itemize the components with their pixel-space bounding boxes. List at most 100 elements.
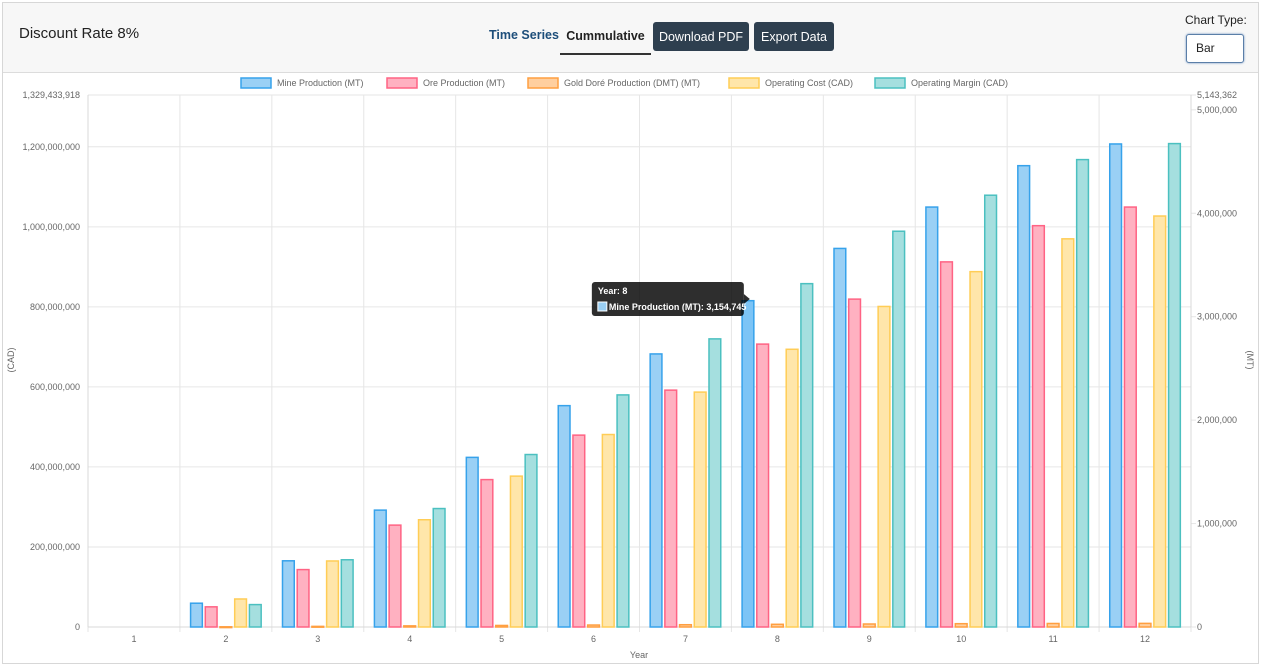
legend-swatch[interactable]: [240, 77, 272, 89]
tooltip-swatch: [597, 301, 608, 312]
legend-swatch[interactable]: [728, 77, 760, 89]
bar[interactable]: [770, 623, 785, 628]
y-left-tick-label: 1,200,000,000: [22, 142, 80, 152]
tab-cummulative[interactable]: Cummulative: [560, 23, 651, 55]
bar[interactable]: [616, 394, 630, 628]
bar[interactable]: [1153, 215, 1167, 628]
bar[interactable]: [741, 299, 755, 628]
y-right-tick-label: 0: [1197, 622, 1202, 632]
y-right-tick-label: 3,000,000: [1197, 312, 1237, 322]
bar[interactable]: [524, 453, 538, 628]
tick-labels: 0 200,000,000 400,000,000 600,000,000 800,00…: [22, 90, 1237, 644]
bar[interactable]: [403, 625, 417, 628]
legend-label[interactable]: Operating Cost (CAD): [765, 78, 853, 88]
bar[interactable]: [586, 624, 601, 628]
export-data-button[interactable]: Export Data: [754, 22, 834, 51]
bar[interactable]: [862, 623, 876, 628]
bar[interactable]: [833, 247, 847, 628]
bar[interactable]: [892, 230, 906, 628]
y-right-tick-label: 4,000,000: [1197, 208, 1237, 218]
bar[interactable]: [340, 559, 354, 628]
chart-type-select[interactable]: Bar: [1186, 34, 1244, 63]
bar[interactable]: [311, 625, 325, 628]
bar[interactable]: [1031, 224, 1046, 628]
bar[interactable]: [189, 602, 204, 628]
y-left-tick-label: 200,000,000: [30, 542, 80, 552]
bar[interactable]: [1123, 206, 1137, 628]
bar[interactable]: [557, 404, 571, 628]
tooltip-title: Year: 8: [598, 286, 628, 296]
x-tick-label: 7: [683, 634, 688, 644]
tooltip-caret: [743, 294, 750, 304]
y-right-tick-label: 5,143,362: [1197, 90, 1237, 100]
y-left-tick-label: 400,000,000: [30, 462, 80, 472]
legend-label[interactable]: Mine Production (MT): [277, 78, 364, 88]
bar[interactable]: [465, 456, 479, 628]
legend-label[interactable]: Ore Production (MT): [423, 78, 505, 88]
chart-type-label: Chart Type:: [1185, 13, 1247, 27]
bar[interactable]: [494, 624, 509, 628]
x-tick-label: 10: [956, 634, 966, 644]
bar[interactable]: [649, 353, 663, 628]
bar[interactable]: [325, 560, 340, 628]
bar[interactable]: [983, 194, 998, 628]
bar[interactable]: [954, 622, 968, 628]
x-tick-label: 2: [223, 634, 228, 644]
bar[interactable]: [1075, 158, 1090, 628]
bar[interactable]: [1017, 164, 1031, 628]
bar[interactable]: [1167, 142, 1182, 628]
bar[interactable]: [969, 270, 983, 628]
bar[interactable]: [509, 475, 523, 628]
bar[interactable]: [1046, 622, 1060, 628]
bar[interactable]: [233, 598, 248, 628]
x-tick-label: 8: [775, 634, 780, 644]
bars-group: [189, 142, 1182, 629]
bar[interactable]: [925, 206, 939, 628]
legend-label[interactable]: Operating Margin (CAD): [911, 78, 1008, 88]
bar[interactable]: [373, 509, 387, 628]
bar[interactable]: [847, 298, 862, 628]
x-tick-label: 9: [867, 634, 872, 644]
bar[interactable]: [664, 389, 678, 628]
bar[interactable]: [785, 348, 799, 628]
bar[interactable]: [756, 343, 770, 628]
bar[interactable]: [204, 606, 218, 628]
legend-swatch[interactable]: [527, 77, 559, 89]
bar[interactable]: [1061, 238, 1075, 628]
bar[interactable]: [939, 261, 954, 628]
bar[interactable]: [708, 338, 722, 628]
download-pdf-button[interactable]: Download PDF: [653, 22, 749, 51]
bar[interactable]: [219, 626, 233, 629]
bar[interactable]: [1138, 622, 1152, 628]
bar[interactable]: [248, 603, 262, 628]
bar[interactable]: [800, 282, 814, 628]
y-left-tick-label: 0: [75, 622, 80, 632]
x-tick-label: 1: [131, 634, 136, 644]
bar[interactable]: [388, 524, 402, 628]
bar[interactable]: [281, 560, 296, 628]
tab-time-series[interactable]: Time Series: [489, 28, 559, 42]
bar[interactable]: [572, 434, 586, 628]
tooltip: Year: 8 Mine Production (MT): 3,154,745: [591, 282, 750, 316]
y-left-tick-label: 1,000,000,000: [22, 222, 80, 232]
y-right-tick-label: 5,000,000: [1197, 105, 1237, 115]
bar[interactable]: [432, 507, 446, 628]
legend-label[interactable]: Gold Doré Production (DMT) (MT): [564, 78, 700, 88]
y-left-tick-label: 1,329,433,918: [22, 90, 80, 100]
x-tick-label: 5: [499, 634, 504, 644]
bar[interactable]: [693, 391, 707, 628]
legend-swatch[interactable]: [874, 77, 906, 89]
chart-header: Discount Rate 8% Time Series Cummulative…: [3, 3, 1258, 73]
bar[interactable]: [678, 623, 693, 628]
y-left-tick-label: 800,000,000: [30, 302, 80, 312]
bar[interactable]: [601, 433, 615, 628]
bar[interactable]: [417, 519, 432, 628]
bar[interactable]: [877, 305, 891, 628]
bar[interactable]: [296, 568, 310, 628]
bar[interactable]: [1108, 143, 1123, 628]
bar[interactable]: [480, 478, 494, 628]
legend: Mine Production (MT) Ore Production (MT) G…: [240, 77, 1008, 89]
legend-swatch[interactable]: [386, 77, 418, 89]
